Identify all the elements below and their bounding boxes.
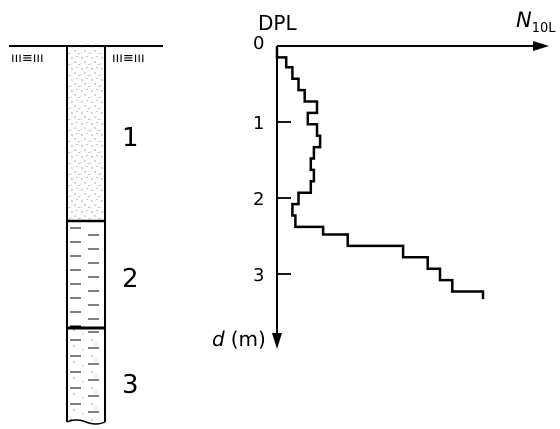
ground-hatch-left: ııı≡ııı (11, 51, 44, 66)
borehole-bottom-wave (66, 419, 106, 425)
method-label: DPL (258, 11, 297, 35)
ground-hatch-right: ııı≡ııı (112, 51, 145, 66)
layer-1-fill (67, 46, 105, 220)
y-axis-ticks: 0 1 2 3 (253, 33, 291, 286)
y-axis-label: d (m) (212, 327, 266, 351)
y-tick-label-0: 0 (253, 33, 264, 54)
dpl-chart: DPL N10L d (m) 0 1 2 3 (212, 8, 556, 351)
layer-3-label: 3 (122, 370, 139, 400)
layer-1-label: 1 (122, 123, 139, 153)
y-tick-label-3: 3 (253, 265, 264, 286)
borehole-log: ııı≡ııı ııı≡ııı 1 2 3 (9, 45, 163, 425)
y-tick-label-2: 2 (253, 189, 264, 210)
layer-2-label: 2 (122, 264, 139, 294)
layer-3-fill (67, 329, 105, 422)
y-tick-label-1: 1 (253, 113, 264, 134)
y-axis-arrowhead (272, 333, 282, 349)
x-axis-arrowhead (533, 41, 549, 51)
x-axis-label: N10L (516, 8, 556, 36)
penetration-resistance-curve (275, 46, 485, 300)
layer-2-fill (67, 221, 105, 327)
